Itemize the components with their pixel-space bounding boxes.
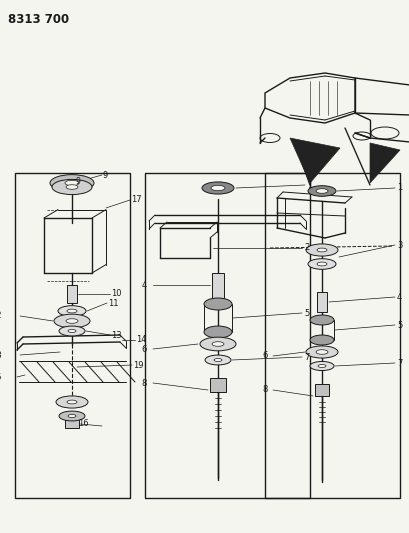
Ellipse shape [211, 342, 223, 346]
Ellipse shape [305, 244, 337, 256]
Ellipse shape [307, 185, 335, 196]
Bar [314, 384, 328, 396]
Text: 1: 1 [396, 183, 401, 192]
Ellipse shape [56, 396, 88, 408]
Text: 8: 8 [262, 385, 267, 394]
Ellipse shape [68, 329, 76, 333]
Ellipse shape [66, 319, 78, 324]
Text: 11: 11 [108, 298, 118, 308]
Text: 6: 6 [262, 351, 267, 360]
Bar [316, 292, 326, 312]
Ellipse shape [204, 298, 231, 310]
Ellipse shape [305, 346, 337, 358]
Text: 19: 19 [133, 360, 143, 369]
Bar [209, 378, 225, 392]
Ellipse shape [315, 350, 327, 354]
Text: 9: 9 [76, 176, 81, 185]
Bar [15, 173, 130, 498]
Text: 9: 9 [103, 171, 108, 180]
Ellipse shape [50, 175, 94, 191]
Bar [65, 418, 79, 428]
Text: 10: 10 [111, 289, 121, 298]
Text: 17: 17 [131, 196, 141, 205]
Text: 14: 14 [136, 335, 146, 344]
Text: 3: 3 [396, 240, 401, 249]
Text: 6: 6 [141, 344, 147, 353]
Ellipse shape [211, 185, 225, 191]
Ellipse shape [213, 359, 221, 361]
Text: 15: 15 [0, 373, 2, 382]
Ellipse shape [67, 400, 77, 404]
Ellipse shape [204, 355, 230, 365]
Text: 8: 8 [141, 378, 147, 387]
Ellipse shape [67, 309, 77, 313]
Text: 13: 13 [111, 330, 121, 340]
Ellipse shape [316, 248, 326, 252]
Ellipse shape [315, 189, 327, 193]
Text: 18: 18 [0, 351, 2, 359]
Ellipse shape [317, 365, 325, 368]
Text: 5: 5 [303, 309, 308, 318]
Bar [145, 173, 309, 498]
Polygon shape [369, 143, 399, 183]
Bar [67, 285, 77, 303]
Text: 16: 16 [78, 419, 88, 429]
Ellipse shape [309, 315, 333, 325]
Ellipse shape [202, 182, 234, 194]
Bar [211, 273, 223, 298]
Text: 7: 7 [303, 352, 309, 361]
Ellipse shape [307, 259, 335, 269]
Ellipse shape [68, 415, 76, 417]
Ellipse shape [204, 326, 231, 338]
Bar [264, 173, 399, 498]
Ellipse shape [66, 185, 78, 189]
Text: 5: 5 [396, 320, 401, 329]
Text: 7: 7 [396, 359, 401, 367]
Polygon shape [289, 138, 339, 183]
Ellipse shape [54, 314, 90, 328]
Ellipse shape [65, 180, 79, 185]
Ellipse shape [59, 326, 85, 336]
Text: 1: 1 [306, 181, 312, 190]
Ellipse shape [52, 180, 92, 195]
Text: 12: 12 [0, 311, 2, 320]
Ellipse shape [58, 306, 86, 316]
Text: 2: 2 [303, 244, 308, 253]
Ellipse shape [309, 335, 333, 345]
Text: 8313 700: 8313 700 [8, 13, 69, 26]
Text: 4: 4 [142, 280, 147, 289]
Ellipse shape [59, 411, 85, 421]
Ellipse shape [316, 262, 326, 266]
Ellipse shape [200, 337, 236, 351]
Text: 4: 4 [396, 293, 401, 302]
Ellipse shape [309, 361, 333, 370]
